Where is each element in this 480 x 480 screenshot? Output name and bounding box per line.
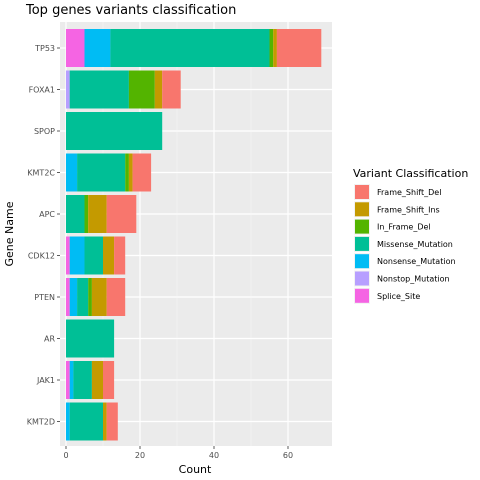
legend-key (355, 202, 369, 217)
legend-label: Splice_Site (377, 292, 420, 301)
bar-segment (128, 153, 133, 192)
bar-segment (69, 278, 78, 316)
y-tick-label: AR (44, 335, 55, 344)
bar-segment (88, 195, 107, 233)
legend-key (355, 185, 369, 199)
bar-segment (162, 70, 181, 109)
legend-key (355, 236, 369, 251)
chart-title: Top genes variants classification (25, 3, 236, 18)
x-tick-labels: 0 20 40 60 (63, 446, 293, 460)
bar-segment (106, 278, 126, 316)
legend-label: Nonstop_Mutation (377, 275, 450, 284)
y-tick-labels: TP53 FOXA1 SPOP KMT2C APC CDK12 PTEN AR JAK1 KMT2… (27, 44, 60, 427)
y-tick-label: APC (39, 210, 55, 219)
y-tick-label: KMT2C (27, 169, 55, 178)
bar-segment (69, 361, 74, 399)
bar-segment (66, 361, 70, 399)
bar-segment (128, 70, 155, 109)
legend-key (355, 254, 369, 269)
bar-segment (154, 70, 163, 109)
bar-segment (103, 361, 115, 399)
x-tick-label: 60 (283, 451, 293, 460)
bar-segment (114, 236, 126, 275)
bar-segment (273, 29, 277, 67)
bar-segment (66, 70, 70, 109)
bar-segment (103, 236, 115, 275)
legend-key (355, 288, 369, 303)
bar-segment (77, 153, 126, 192)
bar-segment (110, 29, 270, 67)
bar-segment (69, 236, 85, 275)
bar-segment (66, 195, 85, 233)
bar-segment (91, 278, 107, 316)
x-axis-title: Count (179, 463, 212, 476)
legend-title: Variant Classification (353, 167, 468, 180)
legend-label: Frame_Shift_Del (377, 188, 441, 197)
bar-segment (91, 361, 103, 399)
bar-segment (276, 29, 322, 67)
y-tick-label: TP53 (34, 44, 55, 53)
y-tick-label: FOXA1 (29, 86, 55, 95)
bar-segment (88, 278, 92, 316)
bar-segment (69, 402, 103, 441)
y-tick-label: KMT2D (27, 418, 55, 427)
bar-segment (66, 319, 115, 358)
bar-segment (66, 153, 78, 192)
bar-segment (84, 29, 111, 67)
legend: Variant Classification Frame_Shift_Del Fr… (353, 167, 468, 304)
bar-segment (66, 29, 85, 67)
legend-label: Frame_Shift_Ins (377, 205, 440, 214)
bar-segment (77, 278, 89, 316)
bar-segment (73, 361, 92, 399)
y-tick-label: JAK1 (36, 376, 55, 385)
bar-segment (132, 153, 152, 192)
legend-label: Nonsense_Mutation (377, 257, 456, 266)
bar-segment (106, 195, 137, 233)
bar-segment (103, 402, 107, 441)
y-tick-label: CDK12 (28, 252, 55, 261)
y-tick-label: PTEN (34, 293, 55, 302)
bar-segment (66, 278, 70, 316)
bar-segment (84, 236, 103, 275)
y-axis-title: Gene Name (3, 201, 16, 266)
bar-segment (66, 402, 70, 441)
x-tick-label: 40 (209, 451, 219, 460)
bars (66, 29, 322, 441)
x-tick-label: 20 (135, 451, 145, 460)
legend-key (355, 271, 369, 286)
bar-segment (106, 402, 118, 441)
x-tick-label: 0 (63, 451, 68, 460)
bar-segment (69, 70, 129, 109)
bar-segment (125, 153, 129, 192)
bar-segment (66, 236, 70, 275)
bar-segment (84, 195, 89, 233)
y-tick-label: SPOP (34, 127, 55, 136)
bar-segment (66, 112, 163, 150)
legend-key (355, 219, 369, 234)
legend-label: In_Frame_Del (377, 223, 431, 232)
bar-segment (269, 29, 274, 67)
legend-label: Missense_Mutation (377, 240, 453, 249)
